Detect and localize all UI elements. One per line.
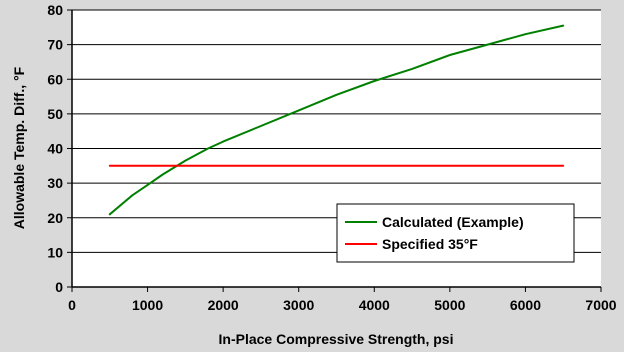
y-tick-label: 10 bbox=[47, 244, 63, 260]
x-axis-title: In-Place Compressive Strength, psi bbox=[219, 331, 454, 347]
y-tick-label: 50 bbox=[47, 106, 63, 122]
legend-label-calculated: Calculated (Example) bbox=[382, 214, 524, 230]
x-tick-label: 0 bbox=[68, 297, 76, 313]
legend: Calculated (Example) Specified 35°F bbox=[336, 203, 575, 263]
y-tick-label: 20 bbox=[47, 210, 63, 226]
x-tick-label: 1000 bbox=[132, 297, 163, 313]
series-group bbox=[108, 24, 565, 216]
y-tick-label: 40 bbox=[47, 141, 63, 157]
series-line-0 bbox=[108, 24, 565, 216]
x-tick-label: 6000 bbox=[510, 297, 541, 313]
x-tick-label: 7000 bbox=[585, 297, 616, 313]
x-tick-label: 2000 bbox=[208, 297, 239, 313]
legend-box bbox=[336, 203, 575, 263]
y-tick-label: 80 bbox=[47, 2, 63, 18]
y-tick-label: 30 bbox=[47, 175, 63, 191]
legend-label-specified: Specified 35°F bbox=[382, 236, 478, 252]
y-tick-label: 0 bbox=[55, 279, 63, 295]
y-tick-label: 60 bbox=[47, 71, 63, 87]
x-tick-label: 3000 bbox=[283, 297, 314, 313]
axes bbox=[67, 9, 602, 292]
y-axis-title: Allowable Temp. Diff., °F bbox=[11, 66, 27, 229]
tick-labels: 0 10 20 30 40 50 60 70 80 0 1000 2000 3000 4000 5000 60… bbox=[47, 2, 616, 313]
x-tick-label: 5000 bbox=[434, 297, 465, 313]
x-tick-label: 4000 bbox=[359, 297, 390, 313]
y-tick-label: 70 bbox=[47, 37, 63, 53]
